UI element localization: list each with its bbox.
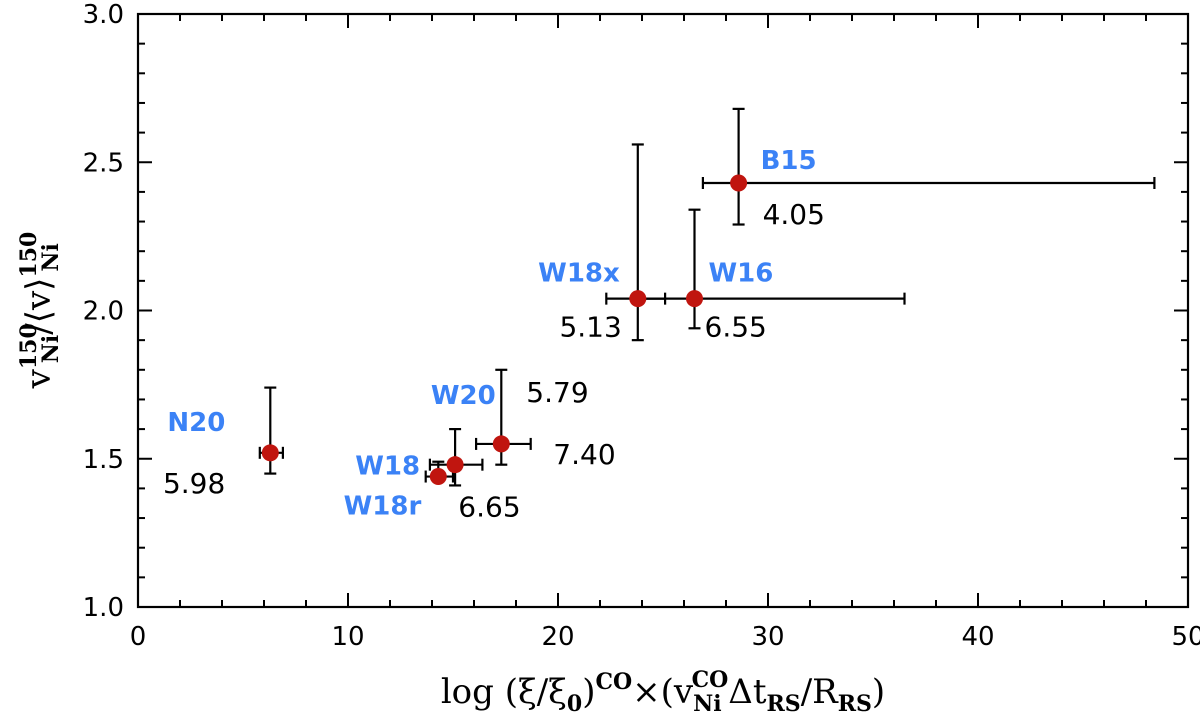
point-name-label: B15 [761, 146, 817, 176]
point-labels: N20 5.98 W18 W18r 6.65 W20 5.79 7.40 W18x 5.13 W16… [163, 146, 825, 524]
point-value-label: 4.05 [763, 198, 825, 231]
point-name-label: W20 [431, 381, 496, 411]
x-tick-label: 50 [1171, 622, 1200, 652]
point-value-label: 7.40 [553, 438, 615, 471]
data-point-marker [492, 435, 510, 453]
x-tick-label: 10 [331, 622, 364, 652]
y-tick-label: 1.0 [83, 593, 124, 623]
data-point-marker [446, 456, 464, 474]
data-point-marker [261, 444, 279, 462]
x-tick-label: 40 [961, 622, 994, 652]
point-name-label: N20 [167, 408, 225, 438]
y-tick-label: 2.5 [83, 148, 124, 178]
error-bars [258, 107, 1156, 487]
data-point-marker [730, 174, 748, 192]
point-name-label: W18r [344, 492, 422, 522]
y-tick-label: 1.5 [83, 445, 124, 475]
data-point-marker [629, 290, 647, 308]
point-value-label: 5.98 [163, 467, 225, 500]
point-value-label: 5.79 [526, 376, 588, 409]
y-axis-title: v150Ni/⟨v⟩150Ni [16, 232, 64, 390]
point-name-label: W18x [538, 259, 620, 289]
plot-frame [136, 12, 1190, 609]
x-tick-label: 30 [751, 622, 784, 652]
point-name-label: W16 [709, 259, 774, 289]
y-tick-label: 3.0 [83, 0, 124, 30]
data-point-marker [686, 290, 703, 308]
axis-ticks: 0 10 20 30 40 50 1.0 1.5 2.0 2.5 3.0 [83, 0, 1200, 652]
data-point-marker [429, 468, 447, 486]
point-value-label: 6.65 [458, 491, 520, 524]
point-name-label: W18 [355, 452, 420, 482]
x-axis-title: log (ξ/ξ0)CO×(vNiCOΔtRS/RRS) [441, 667, 885, 717]
x-tick-label: 20 [541, 622, 574, 652]
point-value-label: 5.13 [559, 311, 621, 344]
data-markers [261, 174, 748, 486]
y-tick-label: 2.0 [83, 297, 124, 327]
point-value-label: 6.55 [705, 311, 767, 344]
x-tick-label: 0 [130, 622, 147, 652]
